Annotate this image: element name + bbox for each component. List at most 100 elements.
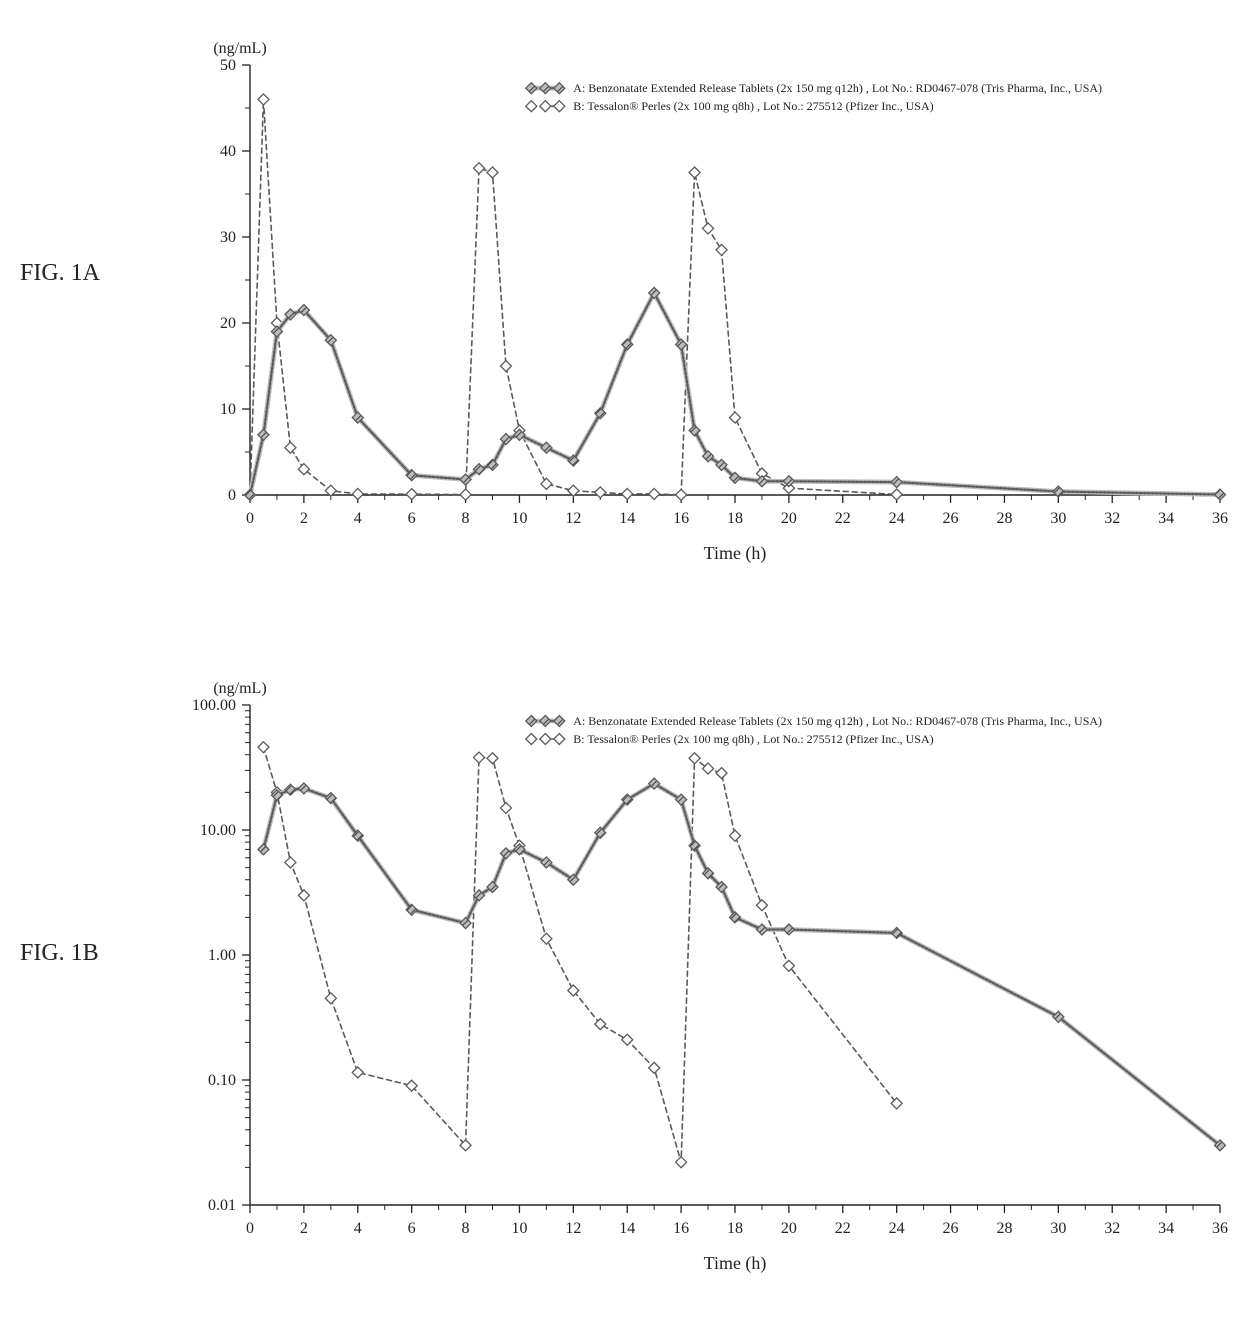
legend-series-b-sym-marker xyxy=(526,101,537,112)
series-b-marker xyxy=(258,94,269,105)
legend-series-a-sym-marker xyxy=(526,83,537,94)
y-unit-label: (ng/mL) xyxy=(213,680,266,697)
y-tick-label: 30 xyxy=(220,229,236,246)
series-b-marker xyxy=(258,742,269,753)
page-root: FIG. 1A FIG. 1B 024681012141618202224262… xyxy=(0,0,1240,1329)
chart-a-svg: 0246810121416182022242628303234360102030… xyxy=(180,30,1240,590)
x-tick-label: 22 xyxy=(835,510,851,527)
series-a-marker xyxy=(783,476,794,487)
legend-series-b-label: B: Tessalon® Perles (2x 100 mg q8h) , Lo… xyxy=(573,732,933,746)
x-tick-label: 36 xyxy=(1212,510,1228,527)
series-b-marker xyxy=(716,768,727,779)
figure-1a-label: FIG. 1A xyxy=(20,260,100,287)
series-b-marker xyxy=(756,900,767,911)
legend-series-b-sym-marker xyxy=(554,101,565,112)
series-b-marker xyxy=(352,1067,363,1078)
series-b-marker xyxy=(703,223,714,234)
series-b-marker xyxy=(730,830,741,841)
x-tick-label: 6 xyxy=(408,510,416,527)
x-tick-label: 18 xyxy=(727,1220,743,1237)
x-tick-label: 32 xyxy=(1104,510,1120,527)
x-tick-label: 34 xyxy=(1158,510,1174,527)
x-tick-label: 28 xyxy=(996,1220,1012,1237)
chart-fig-1b: 0246810121416182022242628303234360.010.1… xyxy=(180,670,1240,1315)
legend-series-b-sym-marker xyxy=(540,734,551,745)
x-tick-label: 12 xyxy=(565,1220,581,1237)
y-tick-label: 50 xyxy=(220,57,236,74)
series-a-line-ul xyxy=(250,293,1220,495)
series-b-marker xyxy=(676,1157,687,1168)
x-tick-label: 10 xyxy=(511,1220,527,1237)
x-tick-label: 10 xyxy=(511,510,527,527)
x-tick-label: 26 xyxy=(943,510,959,527)
series-b-marker xyxy=(352,488,363,499)
x-tick-label: 30 xyxy=(1050,510,1066,527)
legend-series-a-sym-marker xyxy=(554,716,565,727)
legend-series-b-sym-marker xyxy=(554,734,565,745)
series-b-marker xyxy=(622,488,633,499)
series-a-marker xyxy=(245,490,256,501)
series-b-marker xyxy=(541,933,552,944)
x-tick-label: 18 xyxy=(727,510,743,527)
series-b-marker xyxy=(460,489,471,500)
x-axis-label: Time (h) xyxy=(704,543,767,564)
x-tick-label: 16 xyxy=(673,510,689,527)
y-tick-label: 0.10 xyxy=(208,1072,236,1089)
y-tick-label: 40 xyxy=(220,143,236,160)
y-tick-label: 20 xyxy=(220,315,236,332)
series-b-marker xyxy=(406,489,417,500)
series-b-marker xyxy=(285,857,296,868)
x-tick-label: 16 xyxy=(673,1220,689,1237)
series-b-marker xyxy=(716,244,727,255)
x-tick-label: 28 xyxy=(996,510,1012,527)
legend-series-a-label: A: Benzonatate Extended Release Tablets … xyxy=(573,714,1102,728)
legend-series-a-sym-marker xyxy=(540,716,551,727)
y-tick-label: 0 xyxy=(228,487,236,504)
series-b-line xyxy=(250,99,897,495)
series-a-marker xyxy=(891,477,902,488)
series-b-marker xyxy=(474,163,485,174)
series-a-marker xyxy=(783,924,794,935)
legend-series-b-label: B: Tessalon® Perles (2x 100 mg q8h) , Lo… xyxy=(573,99,933,113)
y-tick-label: 1.00 xyxy=(208,947,236,964)
x-tick-label: 6 xyxy=(408,1220,416,1237)
x-axis-label: Time (h) xyxy=(704,1253,767,1274)
legend-series-a-sym-marker xyxy=(526,716,537,727)
x-tick-label: 24 xyxy=(889,510,905,527)
series-b-marker xyxy=(649,488,660,499)
x-tick-label: 4 xyxy=(354,1220,362,1237)
y-tick-label: 10 xyxy=(220,401,236,418)
chart-b-svg: 0246810121416182022242628303234360.010.1… xyxy=(180,670,1240,1310)
series-b-marker xyxy=(649,1062,660,1073)
x-tick-label: 2 xyxy=(300,1220,308,1237)
figure-1b-label: FIG. 1B xyxy=(20,940,99,967)
x-tick-label: 8 xyxy=(462,1220,470,1237)
legend-series-b-sym-marker xyxy=(526,734,537,745)
series-b-marker xyxy=(285,442,296,453)
legend-series-a-label: A: Benzonatate Extended Release Tablets … xyxy=(573,81,1102,95)
x-tick-label: 14 xyxy=(619,510,635,527)
y-tick-label: 100.00 xyxy=(192,697,236,714)
series-b-marker xyxy=(689,753,700,764)
y-tick-label: 10.00 xyxy=(200,822,236,839)
series-b-marker xyxy=(622,1034,633,1045)
y-tick-label: 0.01 xyxy=(208,1197,236,1214)
series-b-marker xyxy=(325,993,336,1004)
legend-series-a-sym-marker xyxy=(540,83,551,94)
x-tick-label: 32 xyxy=(1104,1220,1120,1237)
x-tick-label: 26 xyxy=(943,1220,959,1237)
series-a-line xyxy=(263,784,1220,1146)
x-tick-label: 20 xyxy=(781,1220,797,1237)
x-tick-label: 22 xyxy=(835,1220,851,1237)
x-tick-label: 4 xyxy=(354,510,362,527)
legend-series-a-sym-marker xyxy=(554,83,565,94)
y-unit-label: (ng/mL) xyxy=(213,40,266,57)
series-b-marker xyxy=(595,487,606,498)
series-a-marker xyxy=(258,844,269,855)
x-tick-label: 2 xyxy=(300,510,308,527)
x-tick-label: 0 xyxy=(246,1220,254,1237)
chart-fig-1a: 0246810121416182022242628303234360102030… xyxy=(180,30,1240,595)
x-tick-label: 0 xyxy=(246,510,254,527)
series-b-marker xyxy=(298,890,309,901)
series-b-marker xyxy=(500,802,511,813)
